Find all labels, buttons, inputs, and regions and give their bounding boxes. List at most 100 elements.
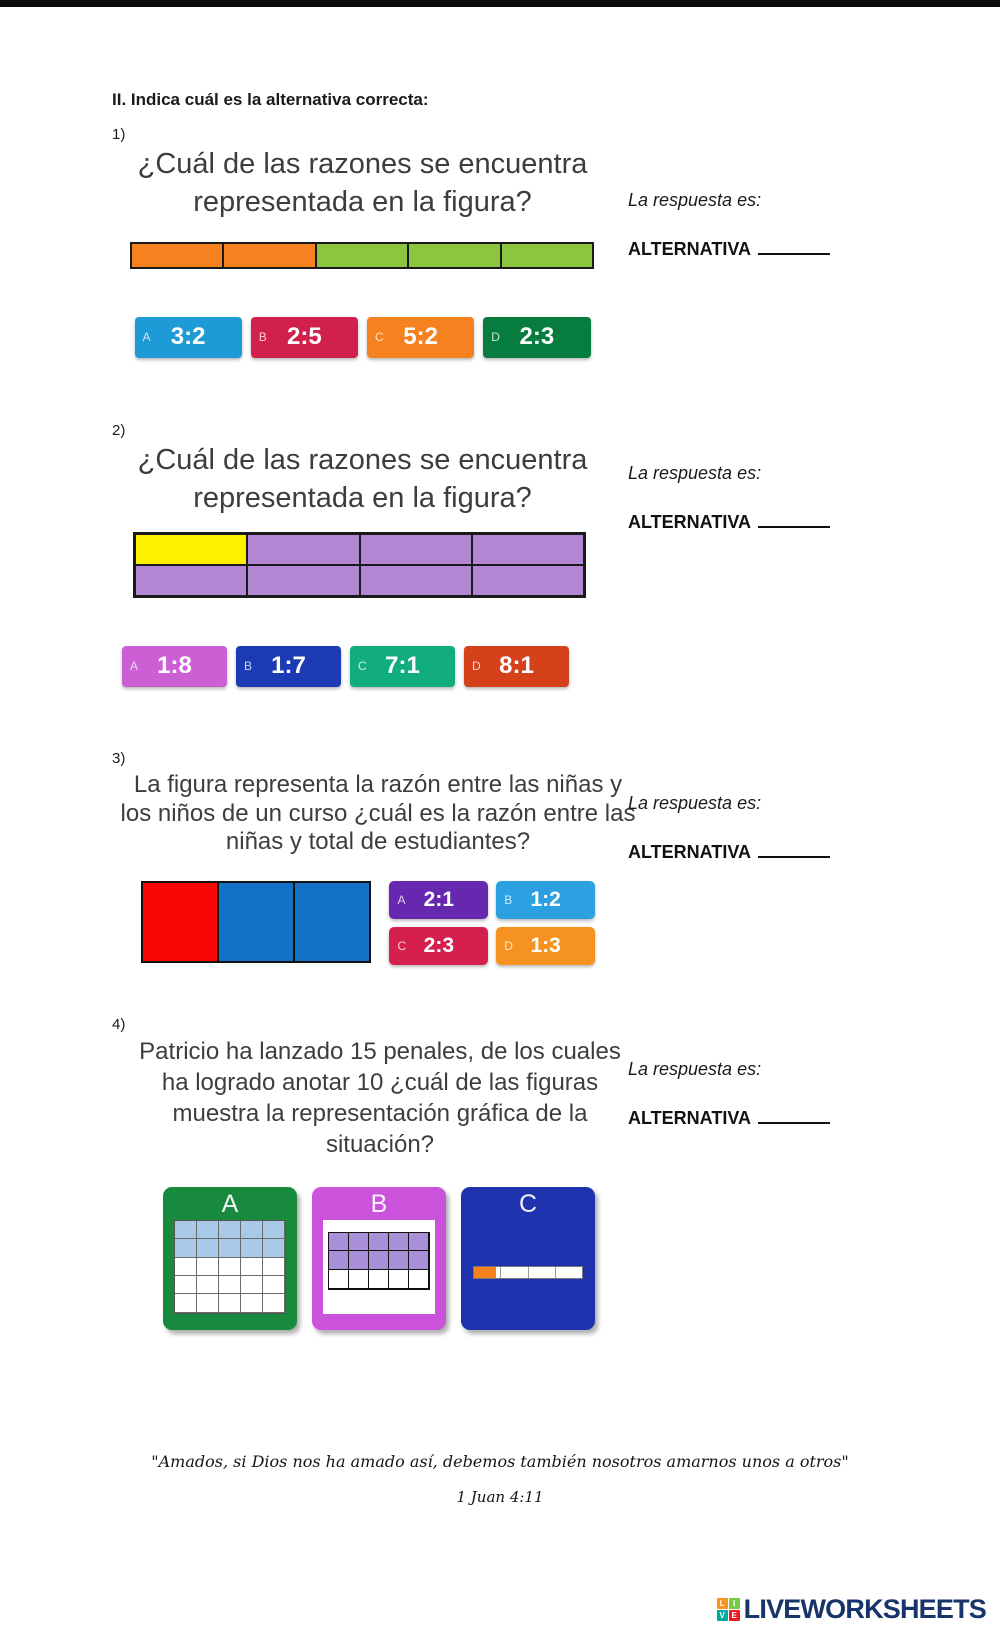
option-a[interactable]: A 1:8: [122, 645, 227, 687]
mini-grid-cell: [219, 1239, 241, 1258]
logo-tile-i: I: [728, 1598, 740, 1609]
option-letter: B: [504, 892, 513, 907]
mini-grid-cell: [389, 1232, 409, 1252]
mini-grid-cell: [197, 1294, 219, 1313]
option-value: 2:1: [423, 887, 455, 911]
question-3-text: La figura representa la razón entre las …: [120, 771, 636, 856]
card-letter: B: [370, 1189, 388, 1218]
quote-reference: 1 Juan 4:11: [456, 1488, 544, 1506]
brand-name: LIVEWORKSHEETS: [743, 1594, 987, 1624]
mini-grid-cell: [241, 1276, 263, 1295]
question-1-text: ¿Cuál de las razones se encuentra repres…: [137, 148, 588, 219]
answer-prompt: La respuesta es:: [628, 1059, 762, 1079]
answer-blank[interactable]: [758, 515, 830, 528]
bar-segment: [556, 1267, 582, 1278]
figure-cell: [501, 243, 593, 267]
option-value: 7:1: [385, 652, 420, 680]
mini-grid-cell: [389, 1270, 409, 1289]
question-3-options: A 2:1 B 1:2 C 2:3 D 1:3: [389, 880, 595, 965]
option-d[interactable]: D 8:1: [464, 645, 569, 687]
figure-card-c[interactable]: C: [461, 1186, 595, 1330]
option-b[interactable]: B 2:5: [250, 316, 358, 358]
figure-card-b[interactable]: B: [312, 1186, 446, 1330]
option-c[interactable]: C 5:2: [367, 316, 475, 358]
option-b[interactable]: B 1:7: [236, 645, 341, 687]
mini-grid-cell: [197, 1220, 219, 1240]
mini-grid-cell: [409, 1232, 429, 1252]
top-border: [0, 0, 1000, 7]
option-c[interactable]: C 7:1: [350, 645, 455, 687]
figure-cell: [219, 882, 296, 961]
card-b-panel: [323, 1219, 435, 1314]
card-letter: A: [221, 1189, 239, 1218]
bible-quote: "Amados, si Dios nos ha amado así, debem…: [0, 1452, 1000, 1506]
option-a[interactable]: A 2:1: [389, 880, 489, 919]
figure-cell: [295, 882, 370, 961]
mini-grid-cell: [369, 1251, 389, 1271]
answer-prompt: La respuesta es:: [628, 793, 762, 813]
question-2-main: ¿Cuál de las razones se encuentra repres…: [122, 441, 595, 687]
mini-grid-cell: [219, 1276, 241, 1295]
question-3: 3) La figura representa la razón entre l…: [112, 750, 892, 965]
mini-grid-cell: [175, 1276, 197, 1295]
option-value: 8:1: [499, 652, 534, 680]
question-4-figure-cards: A B C: [130, 1186, 595, 1330]
section-title: II. Indica cuál es la alternativa correc…: [112, 90, 429, 109]
option-letter: C: [397, 938, 407, 953]
question-4-text: Patricio ha lanzado 15 penales, de los c…: [139, 1038, 621, 1158]
alternative-label: ALTERNATIVA: [628, 1108, 751, 1128]
option-letter: B: [244, 659, 253, 674]
card-a-panel: [174, 1219, 286, 1314]
figure-cell: [359, 564, 472, 596]
question-4-number: 4): [112, 1016, 126, 1033]
figure-cell: [135, 533, 248, 565]
answer-blank[interactable]: [758, 845, 830, 858]
option-letter: C: [375, 330, 384, 345]
question-4: 4) Patricio ha lanzado 15 penales, de lo…: [112, 1016, 892, 1330]
figure-card-a[interactable]: A: [163, 1186, 297, 1330]
figure-cell: [247, 564, 360, 596]
question-1-options: A 3:2 B 2:5 C 5:2 D 2:3: [134, 316, 591, 358]
card-a-grid: [174, 1219, 286, 1314]
mini-grid-cell: [241, 1257, 263, 1276]
figure-cell: [359, 533, 472, 565]
mini-grid-cell: [219, 1220, 241, 1240]
option-d[interactable]: D 2:3: [483, 316, 591, 358]
mini-grid-cell: [329, 1232, 349, 1252]
option-d[interactable]: D 1:3: [496, 926, 595, 965]
liveworksheets-logo: L I V E LIVEWORKSHEETS: [716, 1594, 987, 1625]
option-letter: A: [397, 892, 406, 907]
option-b[interactable]: B 1:2: [496, 880, 595, 919]
figure-cell: [471, 533, 584, 565]
answer-blank[interactable]: [758, 242, 830, 255]
bar-segment: [529, 1266, 556, 1278]
answer-blank[interactable]: [758, 1111, 830, 1124]
mini-grid-cell: [241, 1220, 263, 1240]
mini-grid-cell: [219, 1257, 241, 1276]
mini-grid-cell: [263, 1294, 285, 1313]
figure-cell: [135, 564, 248, 596]
option-a[interactable]: A 3:2: [134, 316, 242, 358]
alternative-line: ALTERNATIVA: [628, 1108, 873, 1129]
option-c[interactable]: C 2:3: [389, 926, 489, 965]
mini-grid-cell: [389, 1251, 409, 1271]
alternative-line: ALTERNATIVA: [628, 512, 873, 533]
logo-tile-v: V: [716, 1610, 728, 1621]
option-letter: C: [358, 659, 367, 674]
question-2-options: A 1:8 B 1:7 C 7:1 D 8:1: [122, 645, 569, 687]
mini-grid-cell: [349, 1251, 369, 1271]
question-2: 2) ¿Cuál de las razones se encuentra rep…: [112, 422, 892, 687]
question-3-number: 3): [112, 750, 126, 767]
question-2-answer-box: La respuesta es: ALTERNATIVA: [628, 463, 873, 533]
option-value: 1:3: [530, 933, 561, 957]
mini-grid-cell: [197, 1257, 219, 1276]
mini-grid-cell: [197, 1239, 219, 1258]
option-value: 5:2: [403, 323, 438, 351]
progress-fill: [474, 1266, 496, 1278]
question-4-main: Patricio ha lanzado 15 penales, de los c…: [130, 1037, 621, 1330]
mini-grid-cell: [263, 1276, 285, 1295]
mini-grid-cell: [369, 1270, 389, 1289]
mini-grid-cell: [263, 1220, 285, 1240]
mini-grid-cell: [263, 1257, 285, 1276]
